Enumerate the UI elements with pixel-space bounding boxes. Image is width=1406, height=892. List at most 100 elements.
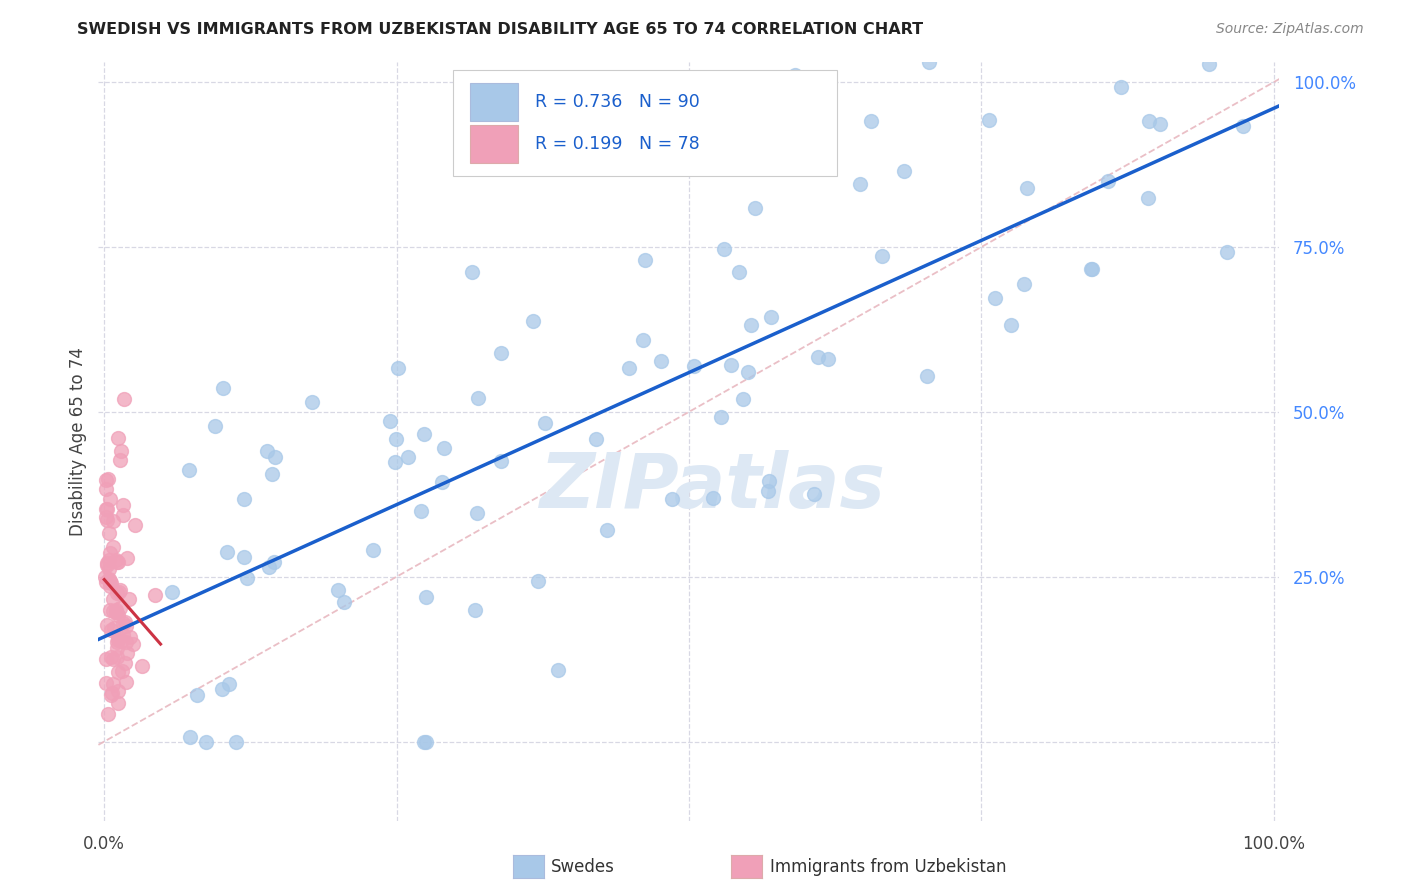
Point [385, 432, 408, 446]
Point [117, 551, 139, 566]
Point [1137, 113, 1160, 128]
Point [96, 558, 118, 573]
Text: R = 0.736   N = 90: R = 0.736 N = 90 [536, 93, 700, 111]
Point [984, 292, 1007, 306]
Point [1017, 181, 1039, 195]
Point [101, 514, 124, 528]
Point [114, 615, 136, 630]
Point [977, 113, 1000, 128]
Point [433, 441, 456, 455]
Point [1081, 261, 1104, 276]
Point [101, 592, 124, 607]
Point [98, 526, 121, 541]
Point [108, 583, 131, 598]
Point [817, 351, 839, 366]
Point [713, 242, 735, 256]
Point [785, 68, 807, 82]
Point [107, 608, 129, 623]
FancyBboxPatch shape [471, 126, 517, 163]
Point [115, 619, 138, 633]
Point [108, 453, 131, 467]
Point [118, 591, 141, 606]
Point [103, 621, 125, 635]
Point [384, 455, 406, 469]
Point [111, 628, 134, 642]
Point [915, 368, 938, 383]
Point [124, 518, 146, 533]
Point [1012, 277, 1035, 292]
Point [186, 688, 208, 702]
Point [107, 665, 129, 680]
Point [396, 450, 419, 464]
Point [631, 334, 654, 348]
Point [225, 734, 247, 748]
Point [1232, 120, 1254, 134]
Point [98, 579, 121, 593]
Point [380, 414, 402, 428]
Point [702, 491, 724, 505]
Point [918, 55, 941, 70]
Point [650, 354, 672, 368]
Point [115, 675, 138, 690]
Point [710, 410, 733, 425]
Point [413, 426, 436, 441]
Point [100, 649, 122, 664]
Point [107, 633, 129, 648]
Text: Immigrants from Uzbekistan: Immigrants from Uzbekistan [770, 857, 1007, 876]
Point [464, 603, 486, 617]
Point [415, 591, 437, 605]
Text: Source: ZipAtlas.com: Source: ZipAtlas.com [1216, 22, 1364, 37]
Point [100, 546, 122, 560]
Point [107, 697, 129, 711]
Point [859, 114, 882, 128]
Point [96, 513, 118, 527]
Point [101, 652, 124, 666]
Point [100, 688, 122, 702]
Point [105, 634, 128, 648]
Point [264, 450, 287, 464]
Point [96, 618, 118, 632]
Point [1080, 262, 1102, 277]
Point [120, 630, 142, 644]
Point [107, 554, 129, 568]
Point [122, 637, 145, 651]
Point [465, 507, 488, 521]
Point [387, 360, 409, 375]
Text: SWEDISH VS IMMIGRANTS FROM UZBEKISTAN DISABILITY AGE 65 TO 74 CORRELATION CHART: SWEDISH VS IMMIGRANTS FROM UZBEKISTAN DI… [77, 22, 924, 37]
Point [411, 504, 433, 518]
Point [111, 615, 134, 630]
Point [105, 649, 128, 664]
Point [105, 605, 128, 619]
Text: R = 0.199   N = 78: R = 0.199 N = 78 [536, 136, 700, 153]
Point [112, 392, 135, 406]
Point [107, 631, 129, 645]
Point [111, 508, 134, 522]
Point [105, 585, 128, 599]
Point [683, 359, 706, 374]
Point [97, 472, 120, 486]
Point [744, 201, 766, 215]
Point [430, 475, 453, 490]
Point [720, 358, 742, 372]
Point [98, 553, 121, 567]
Point [733, 392, 755, 406]
Point [328, 583, 350, 598]
Point [461, 265, 484, 279]
Point [661, 492, 683, 507]
Point [97, 706, 120, 721]
Point [333, 595, 356, 609]
Point [115, 634, 138, 648]
Point [108, 585, 131, 599]
Point [758, 475, 780, 489]
Point [179, 730, 201, 744]
Point [413, 734, 436, 748]
Point [110, 633, 132, 648]
Point [100, 576, 122, 591]
Point [415, 734, 437, 748]
Y-axis label: Disability Age 65 to 74: Disability Age 65 to 74 [69, 347, 87, 536]
Point [100, 623, 122, 637]
Point [97, 562, 120, 576]
Point [105, 602, 128, 616]
Point [93, 570, 115, 584]
Point [262, 467, 284, 482]
